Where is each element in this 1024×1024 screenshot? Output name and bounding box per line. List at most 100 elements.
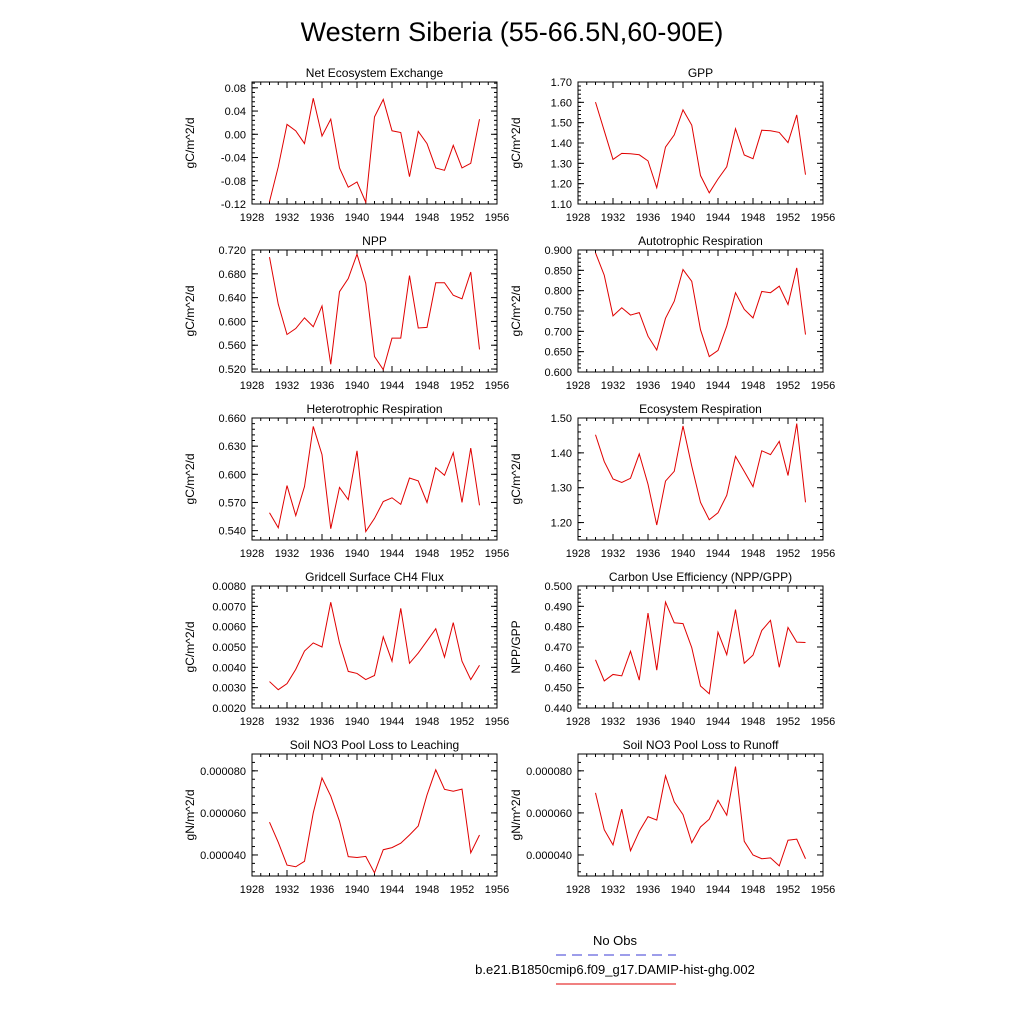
y-axis-label: gC/m^2/d [183,118,197,169]
y-tick-label: 1.10 [551,199,572,211]
x-tick-label: 1936 [636,380,660,392]
y-tick-label: -0.04 [221,153,246,165]
chart-panel: Carbon Use Efficiency (NPP/GPP) NPP/GPP 19… [509,570,835,728]
y-tick-label: 0.0030 [212,683,246,695]
x-tick-label: 1948 [415,212,439,224]
y-tick-label: 0.480 [544,622,572,634]
y-tick-label: 1.40 [551,448,572,460]
x-tick-label: 1952 [450,884,474,896]
y-tick-label: 0.0060 [212,622,246,634]
x-tick-label: 1928 [240,212,264,224]
y-tick-label: 0.720 [218,245,246,257]
x-tick-label: 1952 [450,212,474,224]
x-tick-label: 1940 [345,884,369,896]
y-tick-label: -0.12 [221,199,246,211]
x-tick-label: 1936 [636,548,660,560]
y-tick-label: 0.630 [218,441,246,453]
x-tick-label: 1956 [811,884,835,896]
x-tick-label: 1948 [741,884,765,896]
panel-title: Autotrophic Respiration [638,234,763,248]
y-axis-label: gC/m^2/d [183,622,197,673]
x-tick-label: 1932 [275,548,299,560]
panel-title: Ecosystem Respiration [639,402,762,416]
y-tick-label: 0.470 [544,642,572,654]
y-tick-label: 0.460 [544,662,572,674]
x-tick-label: 1952 [450,716,474,728]
y-tick-label: 0.650 [544,347,572,359]
y-tick-label: -0.08 [221,176,246,188]
y-axis-label: gC/m^2/d [183,286,197,337]
y-axis-label: gC/m^2/d [509,286,523,337]
series-line [269,252,480,371]
x-tick-label: 1928 [240,380,264,392]
series-line [595,252,806,358]
panel-title: Soil NO3 Pool Loss to Leaching [290,738,459,752]
series-line [269,602,480,691]
x-tick-label: 1936 [636,716,660,728]
series-line [595,600,806,695]
x-tick-label: 1948 [415,380,439,392]
y-tick-label: 0.800 [544,286,572,298]
x-tick-label: 1944 [706,380,730,392]
x-tick-label: 1936 [310,548,334,560]
y-tick-label: 0.600 [544,367,572,379]
x-tick-label: 1952 [450,548,474,560]
x-tick-label: 1932 [275,716,299,728]
x-tick-label: 1932 [601,212,625,224]
x-tick-label: 1944 [706,548,730,560]
x-tick-label: 1940 [671,548,695,560]
x-tick-label: 1932 [601,884,625,896]
chart-panel: NPP gC/m^2/d 1928 1932 1936 1940 1944 1948 1952 1… [183,234,509,392]
legend: No Obs b.e21.B1850cmip6.f09_g17.DAMIP-hi… [475,933,755,985]
x-tick-label: 1956 [811,548,835,560]
x-tick-label: 1940 [671,212,695,224]
y-tick-label: 0.500 [544,581,572,593]
x-tick-label: 1948 [415,548,439,560]
y-tick-label: 0.450 [544,683,572,695]
x-tick-label: 1940 [671,884,695,896]
chart-panel: Soil NO3 Pool Loss to Runoff gN/m^2/d 1928… [509,738,835,896]
x-tick-label: 1952 [776,884,800,896]
y-tick-label: 0.680 [218,269,246,281]
y-axis-label: gC/m^2/d [509,118,523,169]
x-tick-label: 1940 [345,380,369,392]
series-line [595,766,806,867]
x-tick-label: 1948 [741,380,765,392]
y-tick-label: 1.30 [551,158,572,170]
x-tick-label: 1940 [671,380,695,392]
x-tick-label: 1952 [776,212,800,224]
x-tick-label: 1948 [741,548,765,560]
y-axis-label: gN/m^2/d [183,790,197,841]
x-tick-label: 1928 [566,212,590,224]
x-tick-label: 1944 [380,884,404,896]
panel-grid: Net Ecosystem Exchange gC/m^2/d 1928 1932 19… [183,66,835,896]
x-tick-label: 1952 [776,548,800,560]
x-tick-label: 1928 [240,716,264,728]
x-tick-label: 1944 [706,716,730,728]
y-axis-label: NPP/GPP [509,620,523,673]
x-tick-label: 1956 [811,716,835,728]
x-tick-label: 1944 [380,212,404,224]
figure-title: Western Siberia (55-66.5N,60-90E) [301,17,724,47]
y-tick-label: 0.640 [218,293,246,305]
x-tick-label: 1928 [566,884,590,896]
x-tick-label: 1944 [380,716,404,728]
series-line [595,423,806,526]
y-tick-label: 1.50 [551,118,572,130]
x-tick-label: 1932 [601,548,625,560]
x-tick-label: 1948 [741,212,765,224]
chart-panel: Autotrophic Respiration gC/m^2/d 1928 1932 1… [509,234,835,392]
x-tick-label: 1940 [345,212,369,224]
x-tick-label: 1936 [310,212,334,224]
x-tick-label: 1940 [671,716,695,728]
y-tick-label: 1.20 [551,518,572,530]
x-tick-label: 1956 [811,212,835,224]
y-tick-label: 0.600 [218,469,246,481]
y-tick-label: 0.440 [544,703,572,715]
x-tick-label: 1928 [566,548,590,560]
y-tick-label: 0.560 [218,340,246,352]
x-tick-label: 1952 [776,380,800,392]
x-tick-label: 1956 [485,884,509,896]
x-tick-label: 1956 [485,716,509,728]
y-tick-label: 1.70 [551,77,572,89]
